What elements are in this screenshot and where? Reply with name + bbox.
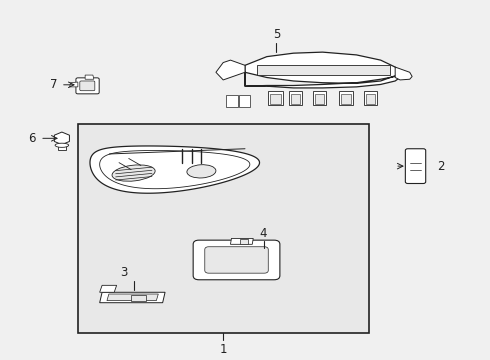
Bar [313, 91, 326, 105]
Text: 1: 1 [220, 343, 227, 356]
Ellipse shape [55, 143, 69, 147]
Polygon shape [85, 75, 94, 79]
Text: 7: 7 [49, 78, 57, 91]
Ellipse shape [112, 165, 155, 181]
Text: 4: 4 [259, 227, 267, 240]
Polygon shape [99, 150, 250, 189]
Text: 6: 6 [28, 132, 35, 145]
Polygon shape [216, 60, 245, 80]
Text: 5: 5 [273, 28, 280, 41]
Bar [315, 94, 324, 104]
Bar [268, 91, 283, 105]
Bar [57, 144, 66, 150]
Polygon shape [107, 294, 158, 301]
Polygon shape [70, 82, 78, 87]
Polygon shape [240, 239, 248, 244]
FancyBboxPatch shape [405, 149, 426, 184]
Bar [239, 95, 250, 107]
Bar [364, 91, 377, 105]
FancyBboxPatch shape [80, 81, 95, 91]
Bar [225, 95, 238, 107]
Ellipse shape [187, 165, 216, 178]
Polygon shape [245, 52, 400, 88]
Bar [270, 94, 281, 104]
Bar [289, 91, 302, 105]
Polygon shape [90, 146, 260, 193]
Bar [291, 94, 300, 104]
FancyBboxPatch shape [76, 78, 99, 94]
Polygon shape [257, 65, 391, 75]
Bar [340, 91, 353, 105]
Polygon shape [395, 67, 412, 80]
Bar [78, 125, 368, 333]
Bar [366, 94, 375, 104]
Text: 2: 2 [437, 159, 445, 173]
Polygon shape [230, 238, 253, 244]
FancyBboxPatch shape [205, 247, 268, 273]
Polygon shape [99, 285, 117, 292]
Text: 3: 3 [120, 266, 127, 279]
Polygon shape [99, 292, 165, 303]
Bar [342, 94, 351, 104]
Polygon shape [131, 295, 146, 301]
FancyBboxPatch shape [193, 240, 280, 280]
